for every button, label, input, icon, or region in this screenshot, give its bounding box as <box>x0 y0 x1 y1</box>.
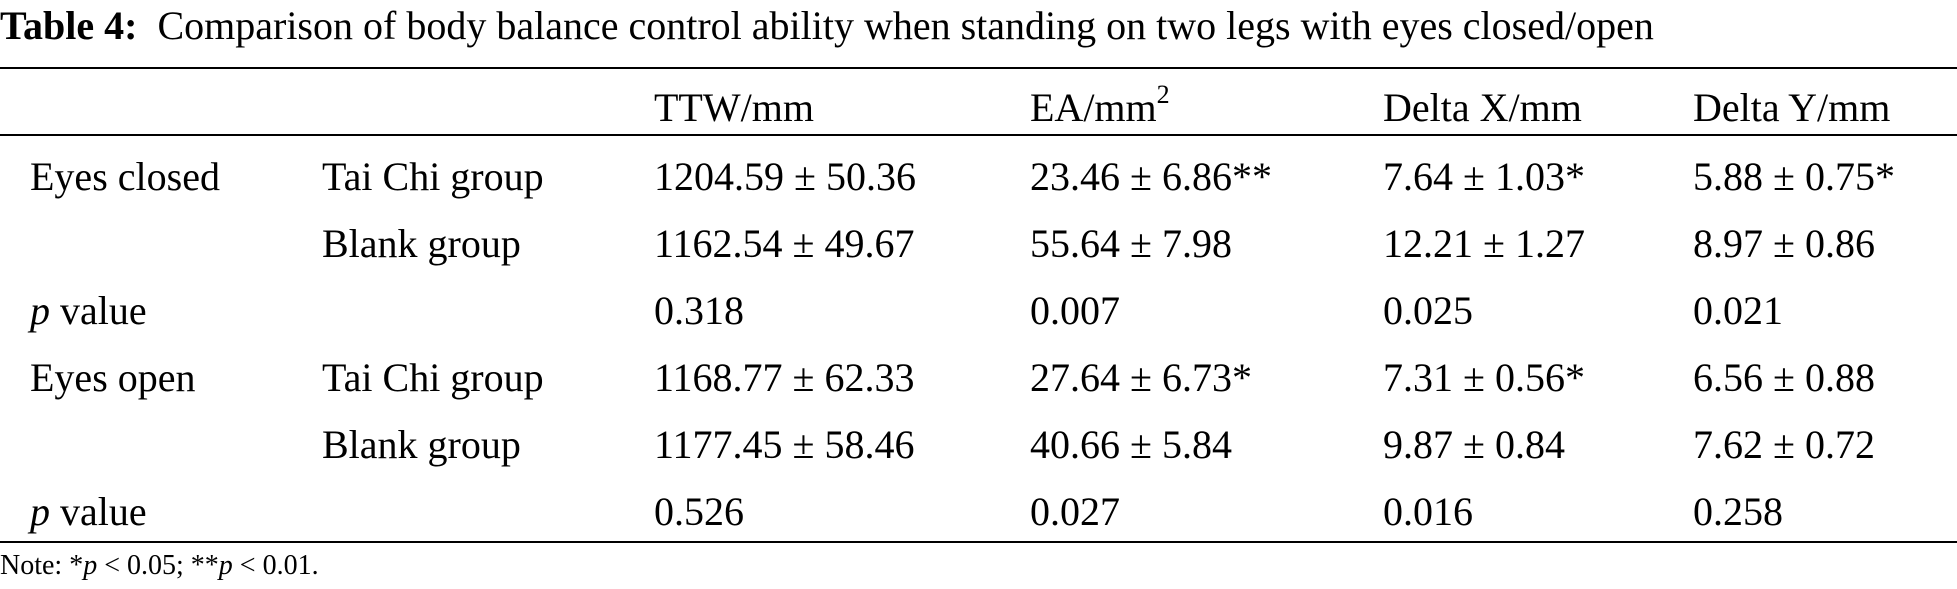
p-symbol: p <box>30 288 50 333</box>
cell-delta-y: 5.88 ± 0.75* <box>1693 154 1895 199</box>
header-rule <box>0 134 1957 136</box>
cell-ea: 27.64 ± 6.73* <box>1030 355 1252 400</box>
cell-ea: 0.007 <box>1030 288 1120 333</box>
note-mid: < 0.05; ** <box>97 550 219 581</box>
header-ea-text: EA/mm <box>1030 85 1157 130</box>
note-p1: p <box>83 550 98 581</box>
cell-delta-y: 0.021 <box>1693 288 1783 333</box>
cell-delta-x: 9.87 ± 0.84 <box>1383 422 1565 467</box>
row-condition: Eyes open <box>30 355 196 400</box>
table-caption: Table 4: Comparison of body balance cont… <box>0 2 1957 50</box>
table-note: Note: *p < 0.05; **p < 0.01. <box>0 548 319 584</box>
row-group: Blank group <box>322 422 521 467</box>
p-value-text: value <box>50 489 147 534</box>
cell-delta-y: 8.97 ± 0.86 <box>1693 221 1875 266</box>
cell-delta-x: 7.64 ± 1.03* <box>1383 154 1585 199</box>
row-group: Tai Chi group <box>322 154 544 199</box>
cell-delta-y: 6.56 ± 0.88 <box>1693 355 1875 400</box>
header-ea-sup: 2 <box>1156 79 1170 109</box>
cell-ea: 23.46 ± 6.86** <box>1030 154 1272 199</box>
caption-text: Comparison of body balance control abili… <box>157 3 1654 48</box>
cell-delta-y: 7.62 ± 0.72 <box>1693 422 1875 467</box>
header-ea: EA/mm2 <box>1030 81 1170 132</box>
cell-ttw: 1177.45 ± 58.46 <box>654 422 915 467</box>
header-delta-y: Delta Y/mm <box>1693 85 1891 130</box>
cell-ttw: 1204.59 ± 50.36 <box>654 154 916 199</box>
cell-ea: 55.64 ± 7.98 <box>1030 221 1232 266</box>
cell-ea: 40.66 ± 5.84 <box>1030 422 1232 467</box>
row-group: Blank group <box>322 221 521 266</box>
row-p-value-label: p value <box>30 287 147 335</box>
cell-ttw: 0.318 <box>654 288 744 333</box>
top-rule <box>0 67 1957 69</box>
row-condition: Eyes closed <box>30 154 220 199</box>
cell-ea: 0.027 <box>1030 489 1120 534</box>
cell-ttw: 1162.54 ± 49.67 <box>654 221 915 266</box>
cell-ttw: 1168.77 ± 62.33 <box>654 355 915 400</box>
cell-delta-x: 7.31 ± 0.56* <box>1383 355 1585 400</box>
note-p2: p <box>218 550 233 581</box>
header-ttw: TTW/mm <box>654 85 814 130</box>
bottom-rule <box>0 541 1957 543</box>
cell-ttw: 0.526 <box>654 489 744 534</box>
p-symbol: p <box>30 489 50 534</box>
note-prefix: Note: * <box>0 550 84 581</box>
caption-label: Table 4: <box>0 3 138 48</box>
cell-delta-y: 0.258 <box>1693 489 1783 534</box>
row-group: Tai Chi group <box>322 355 544 400</box>
cell-delta-x: 0.016 <box>1383 489 1473 534</box>
row-p-value-label: p value <box>30 488 147 536</box>
p-value-text: value <box>50 288 147 333</box>
cell-delta-x: 12.21 ± 1.27 <box>1383 221 1585 266</box>
note-suffix: < 0.01. <box>232 550 319 581</box>
cell-delta-x: 0.025 <box>1383 288 1473 333</box>
header-delta-x: Delta X/mm <box>1383 85 1582 130</box>
